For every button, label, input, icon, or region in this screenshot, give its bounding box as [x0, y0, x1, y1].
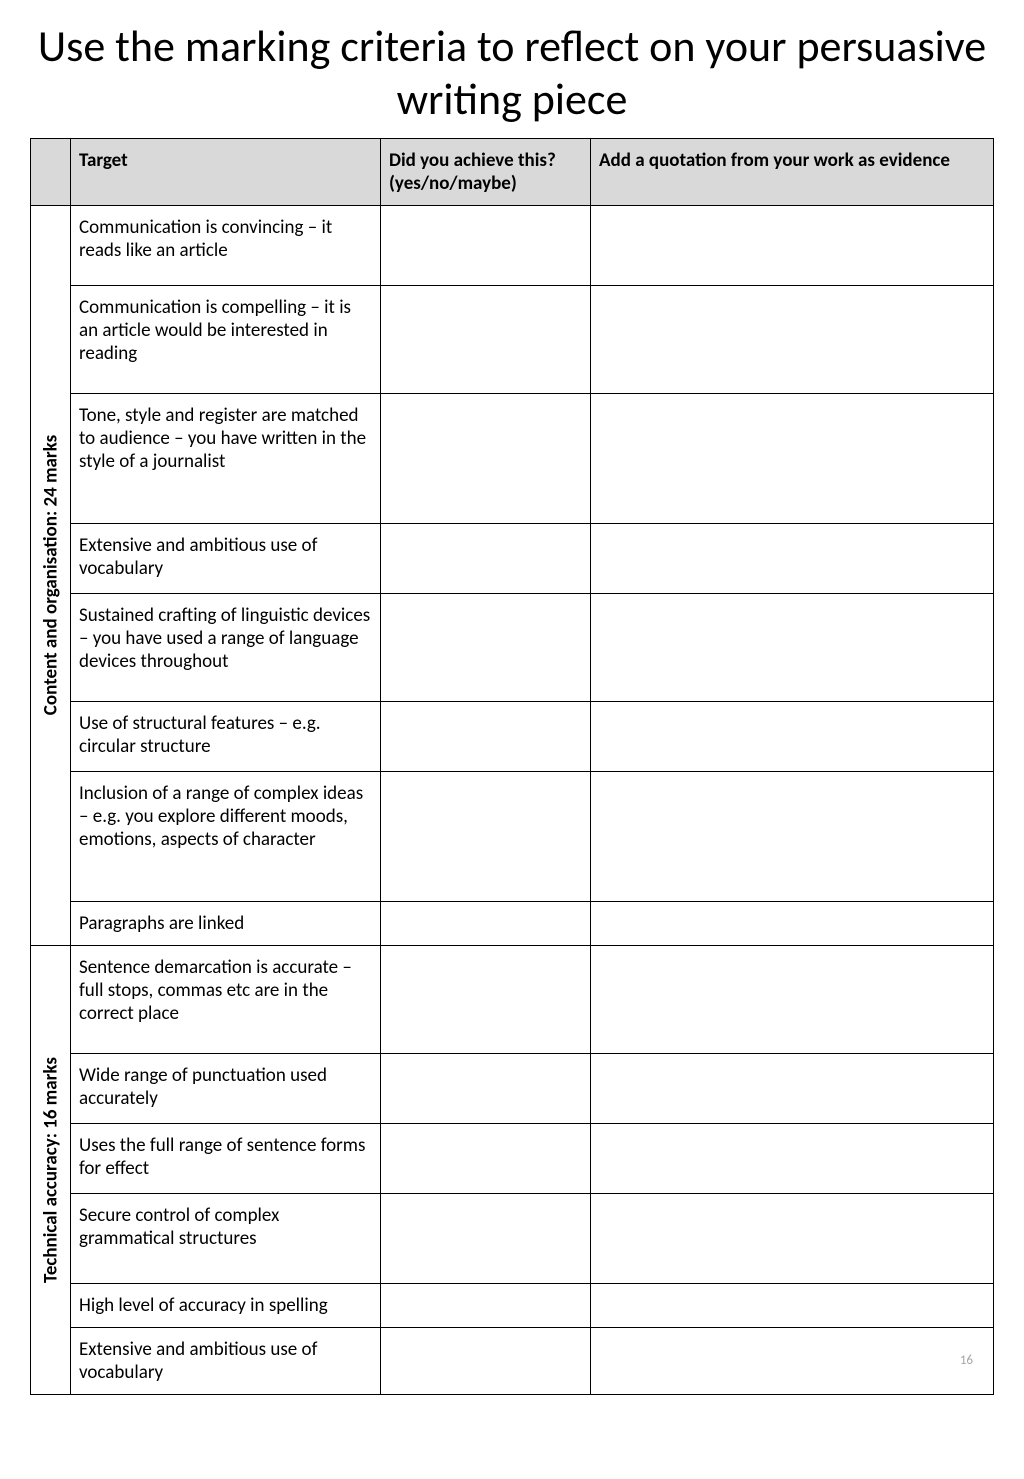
- evidence-cell[interactable]: [591, 205, 994, 285]
- achieve-cell[interactable]: [381, 285, 591, 393]
- evidence-cell[interactable]: 16: [591, 1327, 994, 1394]
- evidence-cell[interactable]: [591, 393, 994, 523]
- achieve-cell[interactable]: [381, 1053, 591, 1123]
- table-row: High level of accuracy in spelling: [31, 1283, 994, 1327]
- target-cell: Communication is compelling – it is an a…: [71, 285, 381, 393]
- target-cell: High level of accuracy in spelling: [71, 1283, 381, 1327]
- table-row: Tone, style and register are matched to …: [31, 393, 994, 523]
- target-cell: Sustained crafting of linguistic devices…: [71, 593, 381, 701]
- header-target: Target: [71, 138, 381, 205]
- achieve-cell[interactable]: [381, 1123, 591, 1193]
- table-row: Communication is compelling – it is an a…: [31, 285, 994, 393]
- header-row: Target Did you achieve this? (yes/no/may…: [31, 138, 994, 205]
- section-label-technical-text: Technical accuracy: 16 marks: [39, 1057, 62, 1283]
- evidence-cell[interactable]: [591, 945, 994, 1053]
- evidence-cell[interactable]: [591, 771, 994, 901]
- target-cell: Paragraphs are linked: [71, 901, 381, 945]
- section-label-content: Content and organisation: 24 marks: [31, 205, 71, 945]
- evidence-cell[interactable]: [591, 1283, 994, 1327]
- table-row: Content and organisation: 24 marks Commu…: [31, 205, 994, 285]
- target-cell: Inclusion of a range of complex ideas – …: [71, 771, 381, 901]
- achieve-cell[interactable]: [381, 205, 591, 285]
- target-cell: Sentence demarcation is accurate – full …: [71, 945, 381, 1053]
- target-cell: Secure control of complex grammatical st…: [71, 1193, 381, 1283]
- achieve-cell[interactable]: [381, 1193, 591, 1283]
- evidence-cell[interactable]: [591, 701, 994, 771]
- table-row: Extensive and ambitious use of vocabular…: [31, 1327, 994, 1394]
- table-row: Uses the full range of sentence forms fo…: [31, 1123, 994, 1193]
- evidence-cell[interactable]: [591, 1193, 994, 1283]
- target-cell: Uses the full range of sentence forms fo…: [71, 1123, 381, 1193]
- section-label-technical: Technical accuracy: 16 marks: [31, 945, 71, 1394]
- page-number: 16: [599, 1353, 985, 1368]
- achieve-cell[interactable]: [381, 945, 591, 1053]
- evidence-cell[interactable]: [591, 523, 994, 593]
- section-label-content-text: Content and organisation: 24 marks: [39, 435, 62, 715]
- achieve-cell[interactable]: [381, 701, 591, 771]
- table-row: Wide range of punctuation used accuratel…: [31, 1053, 994, 1123]
- table-row: Extensive and ambitious use of vocabular…: [31, 523, 994, 593]
- achieve-cell[interactable]: [381, 393, 591, 523]
- evidence-cell[interactable]: [591, 593, 994, 701]
- header-evidence: Add a quotation from your work as eviden…: [591, 138, 994, 205]
- header-blank: [31, 138, 71, 205]
- target-cell: Extensive and ambitious use of vocabular…: [71, 523, 381, 593]
- evidence-cell[interactable]: [591, 285, 994, 393]
- achieve-cell[interactable]: [381, 593, 591, 701]
- achieve-cell[interactable]: [381, 523, 591, 593]
- achieve-cell[interactable]: [381, 1283, 591, 1327]
- header-achieve: Did you achieve this? (yes/no/maybe): [381, 138, 591, 205]
- table-row: Paragraphs are linked: [31, 901, 994, 945]
- evidence-cell[interactable]: [591, 901, 994, 945]
- evidence-cell[interactable]: [591, 1053, 994, 1123]
- table-row: Technical accuracy: 16 marks Sentence de…: [31, 945, 994, 1053]
- target-cell: Wide range of punctuation used accuratel…: [71, 1053, 381, 1123]
- target-cell: Tone, style and register are matched to …: [71, 393, 381, 523]
- page-title: Use the marking criteria to reflect on y…: [30, 20, 994, 126]
- achieve-cell[interactable]: [381, 1327, 591, 1394]
- evidence-cell[interactable]: [591, 1123, 994, 1193]
- achieve-cell[interactable]: [381, 771, 591, 901]
- table-row: Secure control of complex grammatical st…: [31, 1193, 994, 1283]
- criteria-table: Target Did you achieve this? (yes/no/may…: [30, 138, 994, 1395]
- table-row: Inclusion of a range of complex ideas – …: [31, 771, 994, 901]
- target-cell: Communication is convincing – it reads l…: [71, 205, 381, 285]
- table-row: Use of structural features – e.g. circul…: [31, 701, 994, 771]
- table-row: Sustained crafting of linguistic devices…: [31, 593, 994, 701]
- target-cell: Extensive and ambitious use of vocabular…: [71, 1327, 381, 1394]
- achieve-cell[interactable]: [381, 901, 591, 945]
- target-cell: Use of structural features – e.g. circul…: [71, 701, 381, 771]
